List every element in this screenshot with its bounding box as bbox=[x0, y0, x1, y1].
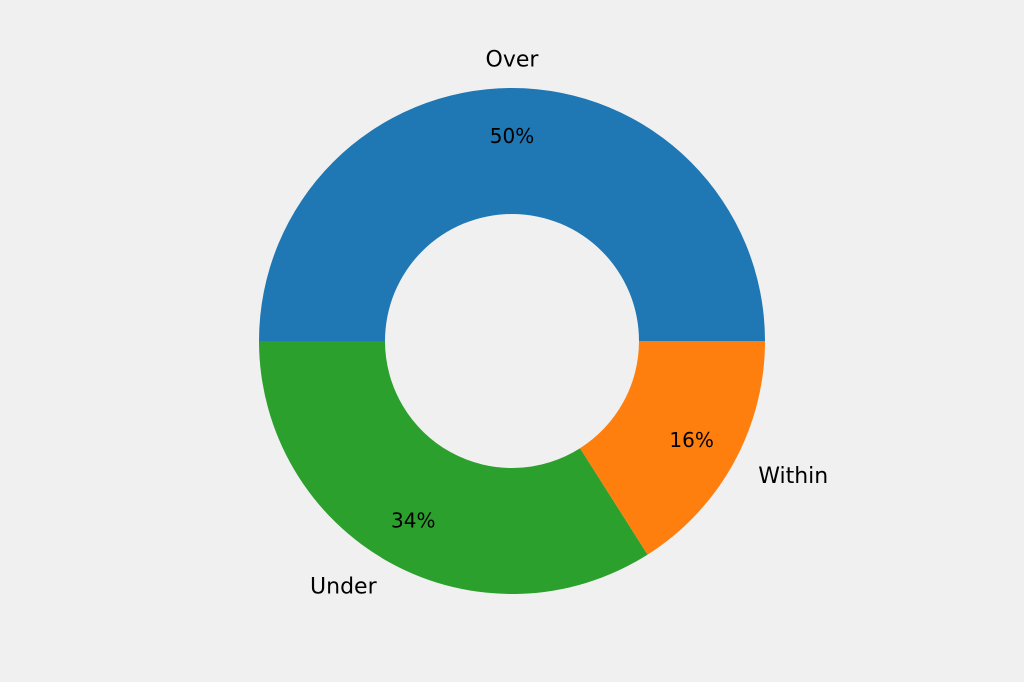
slice-under bbox=[259, 341, 648, 595]
percent-label-under: 34% bbox=[391, 509, 435, 533]
percent-label-within: 16% bbox=[669, 428, 713, 452]
category-label-under: Under bbox=[310, 575, 378, 600]
labels-group: 50% Over 34% Under 16% Within bbox=[310, 48, 828, 600]
slices-group bbox=[259, 88, 765, 595]
category-label-over: Over bbox=[486, 48, 540, 73]
category-label-within: Within bbox=[758, 464, 828, 489]
slice-over bbox=[259, 88, 765, 341]
slice-within bbox=[580, 341, 765, 555]
percent-label-over: 50% bbox=[490, 124, 534, 148]
